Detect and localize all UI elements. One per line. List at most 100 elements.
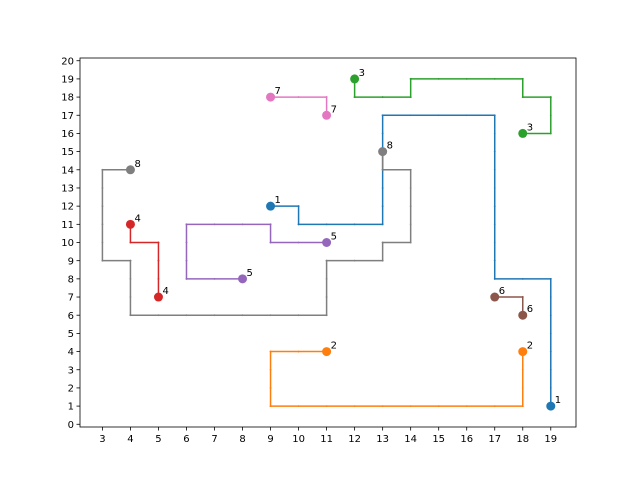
series-1-step-dot [325,223,328,226]
series-8-step-dot [129,296,132,298]
series-5-path [185,223,327,280]
series-7-step-dot [325,96,328,98]
series-1-step-dot [381,205,384,208]
x-tick-label: 6 [183,434,189,445]
series-8-endpoint-label-1: 8 [387,141,393,152]
y-tick-label: 20 [61,56,74,67]
series-3-step-dot [549,132,552,135]
y-tick-label: 3 [68,365,74,376]
x-tick-label: 10 [292,434,305,445]
x-tick-label: 11 [320,434,333,445]
series-1-step-dot [549,350,552,353]
y-tick-label: 11 [61,220,74,231]
series-5-step-dot [185,241,188,244]
series-8-endpoint-1 [378,147,388,157]
series-6-step-dot [521,296,524,298]
series-2-step-dot [409,405,412,407]
series-1-step-dot [297,223,300,226]
series-1-step-dot [409,114,412,117]
series-4-step-dot [157,241,160,244]
series-2-endpoint-label-2: 2 [527,341,533,352]
series-1-path [270,114,552,407]
series-2-step-dot [297,405,300,407]
x-axis: 3 4 5 6 7 8 9 10 11 12 13 14 15 16 17 18 19 [99,427,557,445]
series-1-step-dot [493,205,496,208]
series-1-step-dot [493,223,496,226]
y-tick-label: 13 [61,184,74,195]
series-2-step-dot [269,405,272,407]
series-1-step-dot [493,259,496,262]
series-5-step-dot [185,259,188,262]
series-3-endpoint-1 [350,74,360,84]
x-tick-label: 17 [488,434,501,445]
series-8-step-dot [129,277,132,280]
series-3-step-dot [465,78,468,80]
series-8-step-dot [325,277,328,280]
series-6-endpoint-2 [518,310,528,320]
series-1-step-dot [465,114,468,117]
series-2-step-dot [297,350,300,353]
y-tick-label: 15 [61,147,74,158]
series-1-step-dot [353,223,356,226]
series-8-step-dot [409,241,412,244]
series-1-step-dot [493,241,496,244]
series-1-endpoint-label-2: 1 [555,395,561,406]
x-tick-label: 7 [211,434,217,445]
point-label-layer: 1 1 2 2 3 3 4 4 5 5 6 6 7 7 8 8 [134,68,561,406]
y-tick-label: 18 [61,93,74,104]
series-2-step-dot [437,405,440,407]
series-1-step-dot [381,187,384,189]
series-8-step-dot [185,314,188,317]
series-1-step-dot [297,205,300,208]
y-tick-label: 4 [68,347,74,358]
x-tick-label: 9 [267,434,273,445]
series-5-step-dot [297,241,300,244]
x-tick-label: 16 [460,434,473,445]
series-1-step-dot [381,114,384,117]
series-8-step-dot [325,314,328,317]
x-tick-label: 19 [544,434,557,445]
series-8-step-dot [381,168,384,171]
series-8-step-dot [381,259,384,262]
series-2-step-dot [465,405,468,407]
series-1-step-dot [493,168,496,171]
x-tick-label: 18 [516,434,529,445]
y-tick-label: 9 [68,256,74,267]
series-3-endpoint-label-2: 3 [527,122,533,133]
y-tick-label: 14 [61,165,74,176]
y-tick-label: 16 [61,129,74,140]
series-7-step-dot [297,96,300,98]
series-8-step-dot [381,241,384,244]
series-2-step-dot [269,350,272,353]
y-tick-label: 1 [68,402,74,413]
series-5-step-dot [269,223,272,226]
series-8-step-dot [409,223,412,226]
series-2-step-dot [521,387,524,389]
series-4-step-dot [157,259,160,262]
series-1-step-dot [549,368,552,371]
series-1-step-dot [493,132,496,135]
series-8-step-dot [129,259,132,262]
series-1-step-dot [521,277,524,280]
series-3-path [353,78,552,135]
series-7-endpoint-label-1: 7 [275,86,281,97]
series-8-endpoint-2 [125,165,135,175]
series-1-endpoint-1 [266,201,276,211]
series-8-step-dot [297,314,300,317]
series-2-endpoint-label-1: 2 [331,341,337,352]
series-6-path [494,296,524,316]
x-tick-label: 13 [376,434,389,445]
x-tick-label: 4 [127,434,133,445]
series-8-step-dot [269,314,272,317]
series-6-endpoint-label-1: 6 [499,286,505,297]
x-tick-label: 12 [348,434,361,445]
y-tick-label: 7 [68,293,74,304]
series-1-step-dot [549,387,552,389]
x-tick-label: 3 [99,434,105,445]
series-5-endpoint-1 [322,238,332,247]
series-2-endpoint-2 [518,347,528,357]
y-tick-label: 12 [61,202,74,213]
series-8-endpoint-label-2: 8 [134,159,140,170]
series-2-step-dot [381,405,384,407]
